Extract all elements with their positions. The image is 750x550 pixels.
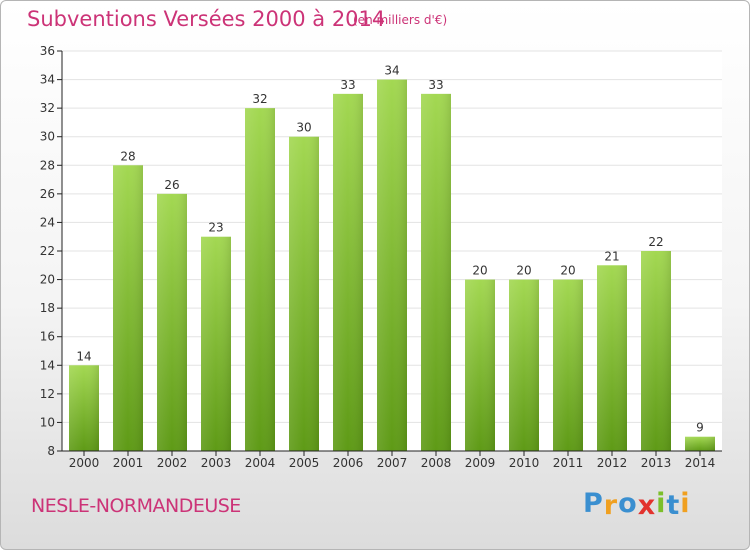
y-tick-label: 18 (40, 301, 55, 315)
axes (57, 50, 722, 456)
x-tick-label: 2001 (113, 456, 144, 470)
y-tick-label: 8 (47, 444, 55, 458)
bar-sheen (113, 165, 143, 452)
data-label: 9 (696, 421, 704, 435)
y-tick-label: 28 (40, 158, 55, 172)
y-tick-label: 36 (40, 44, 55, 58)
bar-sheen (465, 279, 495, 451)
bar-sheen (685, 436, 715, 451)
data-label: 30 (296, 121, 311, 135)
x-tick-label: 2004 (245, 456, 276, 470)
labels: 8 10 12 14 16 18 20 22 24 26 28 30 32 34 36 14 2000 28 200… (40, 44, 716, 470)
logo-letter: i (680, 488, 691, 519)
y-tick-label: 24 (40, 215, 55, 229)
logo-letter: r (603, 490, 619, 521)
data-label: 20 (516, 264, 531, 278)
bar-sheen (157, 193, 187, 451)
data-label: 20 (472, 264, 487, 278)
y-tick-label: 20 (40, 273, 55, 287)
x-tick-label: 2009 (465, 456, 496, 470)
bar-sheen (377, 79, 407, 452)
bars (69, 79, 715, 452)
data-label: 21 (604, 249, 619, 263)
location-name: NESLE-NORMANDEUSE (31, 495, 241, 517)
logo-letter: t (666, 490, 681, 521)
x-tick-label: 2012 (597, 456, 628, 470)
bar-sheen (597, 265, 627, 451)
x-tick-label: 2010 (509, 456, 540, 470)
bar-sheen (69, 365, 99, 451)
y-tick-label: 34 (40, 73, 55, 87)
bar-sheen (333, 93, 363, 451)
y-tick-label: 12 (40, 387, 55, 401)
y-tick-label: 30 (40, 130, 55, 144)
bar-sheen (509, 279, 539, 451)
data-label: 33 (340, 78, 355, 92)
logo-letter: x (637, 490, 657, 521)
chart-subtitle: (en milliers d'€) (353, 13, 448, 27)
x-tick-label: 2000 (69, 456, 100, 470)
x-tick-label: 2014 (685, 456, 716, 470)
x-tick-label: 2005 (289, 456, 320, 470)
x-tick-label: 2007 (377, 456, 408, 470)
bar-sheen (289, 136, 319, 451)
y-tick-label: 32 (40, 101, 55, 115)
data-label: 32 (252, 92, 267, 106)
data-label: 20 (560, 264, 575, 278)
bar-sheen (245, 108, 275, 452)
y-tick-label: 10 (40, 415, 55, 429)
x-tick-label: 2011 (553, 456, 584, 470)
bar-sheen (201, 236, 231, 451)
data-label: 23 (208, 221, 223, 235)
x-tick-label: 2013 (641, 456, 672, 470)
bar-sheen (421, 93, 451, 451)
x-tick-label: 2002 (157, 456, 188, 470)
y-tick-label: 26 (40, 187, 55, 201)
x-tick-label: 2006 (333, 456, 364, 470)
data-label: 28 (120, 149, 135, 163)
proxiti-logo: Proxiti (583, 488, 691, 521)
data-label: 14 (76, 349, 91, 363)
data-label: 22 (648, 235, 663, 249)
y-tick-label: 22 (40, 244, 55, 258)
logo-letter: P (583, 488, 604, 519)
logo-letter: i (656, 488, 667, 519)
chart-title: Subventions Versées 2000 à 2014 (27, 7, 386, 31)
y-tick-label: 14 (40, 358, 55, 372)
y-tick-label: 16 (40, 330, 55, 344)
x-tick-label: 2003 (201, 456, 232, 470)
bar-sheen (553, 279, 583, 451)
data-label: 26 (164, 178, 179, 192)
data-label: 34 (384, 64, 399, 78)
bar-sheen (641, 251, 671, 451)
x-tick-label: 2008 (421, 456, 452, 470)
logo-letter: o (618, 488, 638, 519)
data-label: 33 (428, 78, 443, 92)
